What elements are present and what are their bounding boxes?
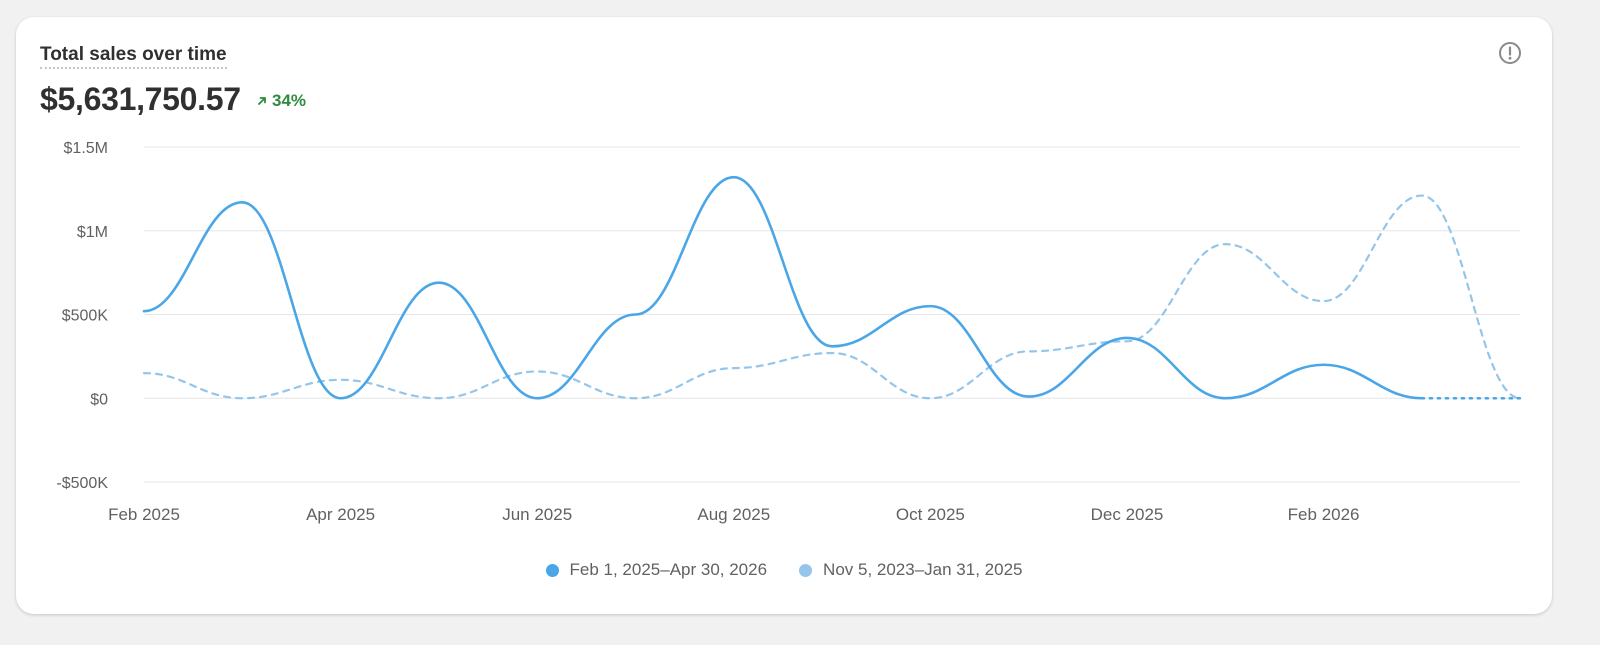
series-line-previous <box>142 194 1522 400</box>
legend-item-current[interactable]: Feb 1, 2025–Apr 30, 2026 <box>545 560 768 580</box>
chart-legend: Feb 1, 2025–Apr 30, 2026 Nov 5, 2023–Jan… <box>16 560 1552 580</box>
chart-title[interactable]: Total sales over time <box>40 44 227 69</box>
y-tick-label: $500K <box>62 308 109 325</box>
y-tick-label: $1.5M <box>64 140 108 157</box>
x-tick-label: Aug 2025 <box>697 505 770 524</box>
arrow-up-right-icon <box>258 97 266 105</box>
legend-dot-previous <box>799 563 813 577</box>
growth-percent: 34% <box>272 91 307 110</box>
y-tick-label: $0 <box>90 391 108 408</box>
y-tick-label: $1M <box>77 224 108 241</box>
legend-dot-current <box>545 563 559 577</box>
x-tick-label: Feb 2026 <box>1288 505 1360 524</box>
y-tick-label: -$500K <box>56 475 108 492</box>
x-tick-label: Jun 2025 <box>502 505 572 524</box>
x-tick-label: Feb 2025 <box>108 505 180 524</box>
total-sales-value: $5,631,750.57 <box>40 81 241 117</box>
legend-label-current: Feb 1, 2025–Apr 30, 2026 <box>569 560 768 579</box>
x-tick-label: Oct 2025 <box>896 505 965 524</box>
legend-label-previous: Nov 5, 2023–Jan 31, 2025 <box>823 560 1023 579</box>
info-icon[interactable] <box>1498 41 1522 65</box>
sales-card: Total sales over time $5,631,750.57 34% … <box>16 17 1552 614</box>
x-tick-label: Dec 2025 <box>1091 505 1164 524</box>
growth-badge: 34% <box>256 91 306 111</box>
series-line-current <box>142 175 1424 400</box>
legend-item-previous[interactable]: Nov 5, 2023–Jan 31, 2025 <box>799 560 1022 580</box>
x-tick-label: Apr 2025 <box>306 505 375 524</box>
